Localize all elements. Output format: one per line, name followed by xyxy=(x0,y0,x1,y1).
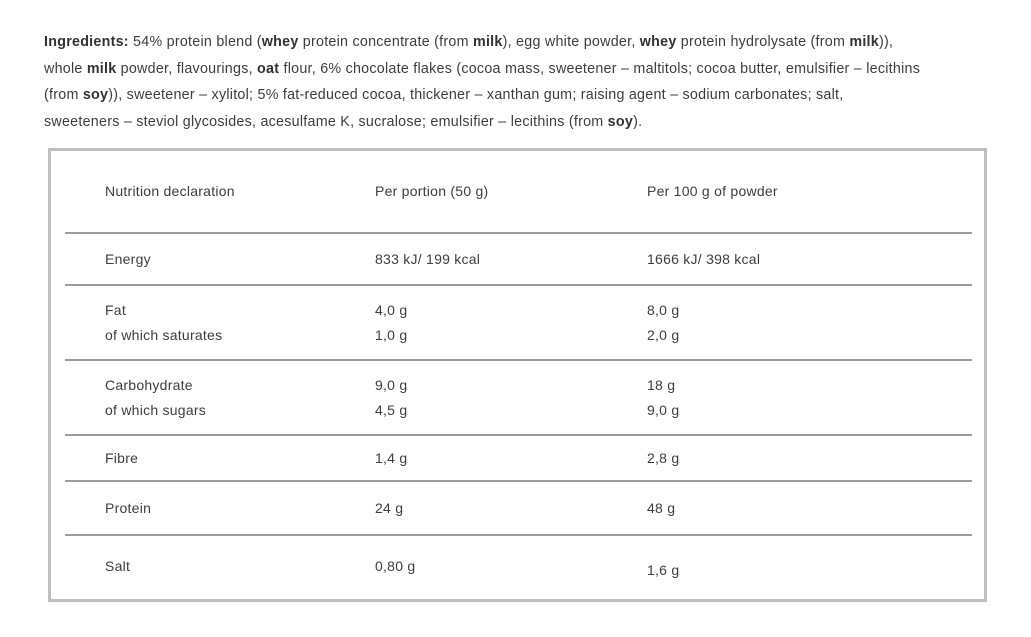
row-separator xyxy=(65,534,972,536)
table-row-fat: Fat 4,0 g 8,0 g of which saturates 1,0 g 2,0 … xyxy=(51,286,984,359)
value-per-portion: 1,0 g xyxy=(375,326,408,343)
value-per-100g: 48 g xyxy=(647,499,676,516)
table-row-carbohydrate: Carbohydrate 9,0 g 18 g of which sugars 4,5 … xyxy=(51,361,984,434)
ingredient-text: flour, 6% chocolate flakes (cocoa mass, … xyxy=(279,60,921,77)
row-separator xyxy=(65,434,972,436)
ingredient-bold-term: whey xyxy=(639,34,677,51)
value-per-100g: 1,6 g xyxy=(647,562,680,578)
header-per-100g: Per 100 g of powder xyxy=(647,183,778,199)
value-per-portion: 833 kJ/ 199 kcal xyxy=(375,250,481,267)
nutrient-name: Fibre xyxy=(105,449,139,466)
ingredient-bold-term: Ingredients: xyxy=(44,34,134,51)
value-per-portion: 4,0 g xyxy=(375,301,408,318)
ingredient-text: )), sweetener – xylitol; 5% fat-reduced … xyxy=(108,87,844,104)
ingredient-bold-term: oat xyxy=(257,60,280,77)
value-per-100g: 8,0 g xyxy=(647,301,680,318)
ingredient-text: )), xyxy=(878,34,894,51)
nutrient-name: Carbohydrate xyxy=(105,376,193,393)
nutrient-name: of which saturates xyxy=(105,326,223,343)
row-separator xyxy=(65,284,972,286)
ingredients-paragraph: Ingredients: 54% protein blend (whey pro… xyxy=(44,29,1029,135)
ingredient-text: 54% protein blend ( xyxy=(133,34,262,51)
ingredient-bold-term: milk xyxy=(849,34,879,51)
header-nutrition-declaration: Nutrition declaration xyxy=(105,183,235,199)
value-per-100g: 9,0 g xyxy=(647,401,680,418)
table-header-row: Nutrition declaration Per portion (50 g)… xyxy=(51,151,984,232)
table-row-protein: Protein 24 g 48 g xyxy=(51,482,984,534)
nutrient-name: Energy xyxy=(105,250,151,267)
ingredient-bold-term: milk xyxy=(86,60,117,77)
value-per-portion: 4,5 g xyxy=(375,401,408,418)
value-per-100g: 1666 kJ/ 398 kcal xyxy=(647,250,761,267)
nutrient-name: Protein xyxy=(105,499,152,516)
ingredient-text: ), egg white powder, xyxy=(502,34,640,51)
ingredient-text: powder, flavourings, xyxy=(116,60,258,77)
nutrition-table: Nutrition declaration Per portion (50 g)… xyxy=(48,148,987,602)
row-separator xyxy=(65,480,972,482)
nutrient-name: Salt xyxy=(105,558,131,574)
nutrient-name: Fat xyxy=(105,301,126,318)
table-row-fibre: Fibre 1,4 g 2,8 g xyxy=(51,436,984,480)
ingredient-text: sweeteners – steviol glycosides, acesulf… xyxy=(44,113,608,130)
value-per-100g: 2,0 g xyxy=(647,326,680,343)
ingredient-bold-term: soy xyxy=(82,87,109,104)
ingredient-text: protein concentrate (from xyxy=(298,34,473,51)
ingredient-bold-term: milk xyxy=(472,34,503,51)
ingredient-text: (from xyxy=(44,87,83,104)
table-row-salt: Salt 0,80 g 1,6 g xyxy=(51,536,984,597)
row-separator xyxy=(65,359,972,361)
header-per-portion: Per portion (50 g) xyxy=(375,183,489,199)
value-per-portion: 0,80 g xyxy=(375,558,416,574)
value-per-portion: 24 g xyxy=(375,499,404,516)
value-per-100g: 2,8 g xyxy=(647,449,680,466)
ingredient-bold-term: whey xyxy=(261,34,299,51)
nutrient-name: of which sugars xyxy=(105,401,207,418)
ingredient-text: ). xyxy=(633,113,643,130)
value-per-100g: 18 g xyxy=(647,376,676,393)
value-per-portion: 9,0 g xyxy=(375,376,408,393)
value-per-portion: 1,4 g xyxy=(375,449,408,466)
ingredient-text: protein hydrolysate (from xyxy=(676,34,850,51)
ingredient-bold-term: soy xyxy=(607,113,634,130)
table-row-energy: Energy 833 kJ/ 199 kcal 1666 kJ/ 398 kcal xyxy=(51,234,984,284)
ingredient-text: whole xyxy=(44,60,87,77)
row-separator xyxy=(65,232,972,234)
